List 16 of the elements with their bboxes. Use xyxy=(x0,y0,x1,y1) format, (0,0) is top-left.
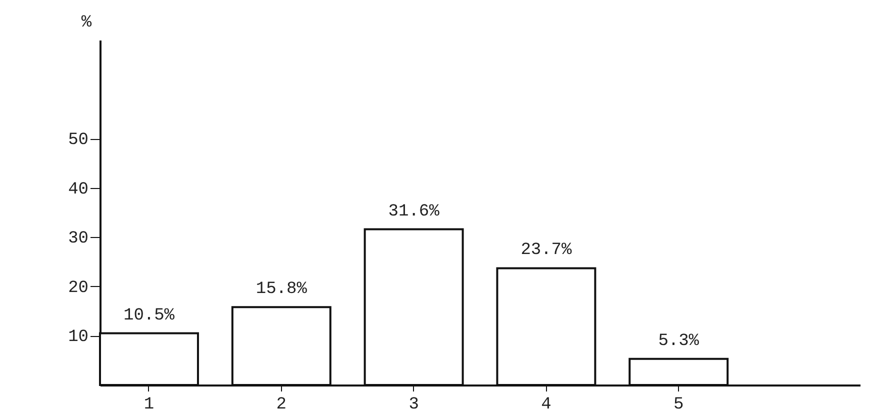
data-label: 31.6% xyxy=(388,202,440,222)
x-tick-label: 2 xyxy=(276,396,286,412)
x-tick-label: 1 xyxy=(144,396,154,412)
y-tick-label: 50 xyxy=(68,131,88,150)
data-label: 23.7% xyxy=(520,241,572,260)
x-tick-label: 3 xyxy=(408,396,419,412)
y-axis-title: % xyxy=(81,14,92,32)
data-label: 15.8% xyxy=(256,280,308,300)
x-tick-label: 4 xyxy=(541,396,552,412)
y-tick-label: 10 xyxy=(68,328,88,348)
data-label: 10.5% xyxy=(123,306,176,326)
x-tick-label: 5 xyxy=(674,396,684,412)
y-tick-label: 40 xyxy=(68,180,88,200)
y-tick-label: 30 xyxy=(68,230,88,249)
y-tick-label: 20 xyxy=(68,278,88,298)
data-label: 5.3% xyxy=(658,332,700,351)
